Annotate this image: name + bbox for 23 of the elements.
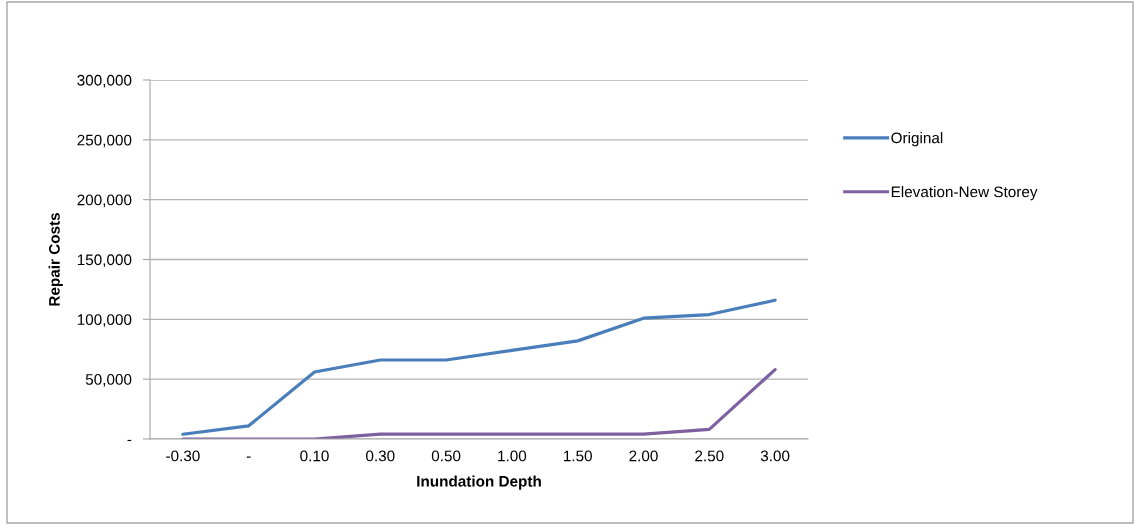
y-tick-label: 50,000 [85,374,132,387]
y-tick-label: 250,000 [77,134,132,148]
x-tick-label: 0.10 [300,450,329,462]
legend-label: Original [891,132,943,147]
legend-label: Elevation-New Storey [891,186,1038,201]
x-tick-label: 0.50 [431,450,461,462]
x-tick-label: - [246,456,251,458]
x-tick-label: 2.50 [695,450,724,462]
y-axis-title: Repair Costs [48,213,63,306]
line-series [181,298,777,436]
line-series [181,367,777,439]
y-tick-label: 300,000 [77,74,132,88]
x-tick-label: 1.50 [564,450,592,462]
y-tick-label: 200,000 [77,194,132,208]
x-tick-label: -0.30 [166,450,200,462]
x-tick-label: 3.00 [760,450,790,462]
x-tick-label: 2.00 [629,450,658,462]
x-axis-title: Inundation Depth [417,475,541,490]
y-tick-label: 150,000 [77,254,132,267]
y-tick-label: - [127,439,132,442]
x-tick-label: 1.00 [498,450,527,462]
y-tick-label: 100,000 [77,314,132,327]
x-tick-label: 0.30 [366,450,395,462]
